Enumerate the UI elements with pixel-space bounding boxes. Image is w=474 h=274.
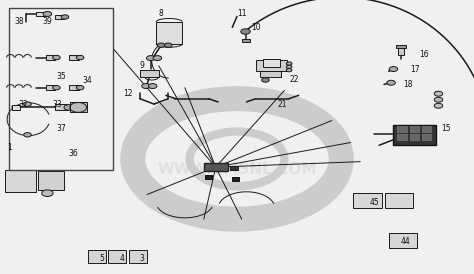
Text: 16: 16 xyxy=(419,50,429,59)
Text: 5: 5 xyxy=(100,254,104,262)
Circle shape xyxy=(157,43,165,47)
Bar xyxy=(55,104,68,110)
Circle shape xyxy=(146,56,155,61)
Bar xyxy=(422,134,431,140)
Bar xyxy=(36,12,46,16)
Circle shape xyxy=(286,65,292,68)
Bar xyxy=(422,126,431,132)
Circle shape xyxy=(389,67,398,72)
Circle shape xyxy=(53,55,60,60)
Text: 11: 11 xyxy=(237,9,246,18)
Bar xyxy=(69,55,79,60)
Circle shape xyxy=(164,43,172,47)
Text: 34: 34 xyxy=(83,76,92,85)
Text: 33: 33 xyxy=(52,100,62,109)
Text: 12: 12 xyxy=(123,89,133,98)
Bar xyxy=(389,233,417,248)
Text: 10: 10 xyxy=(251,23,261,32)
Circle shape xyxy=(24,133,31,137)
Text: 22: 22 xyxy=(289,75,299,84)
Circle shape xyxy=(76,85,84,90)
Bar xyxy=(5,170,36,192)
Bar xyxy=(205,175,212,179)
Bar xyxy=(385,193,413,208)
Text: 18: 18 xyxy=(403,81,412,89)
Bar xyxy=(230,166,238,170)
Bar xyxy=(353,193,382,208)
Text: 15: 15 xyxy=(441,124,450,133)
Bar xyxy=(70,102,87,112)
Bar xyxy=(38,171,64,190)
Bar xyxy=(46,55,55,60)
Circle shape xyxy=(241,29,250,34)
Text: 36: 36 xyxy=(69,149,78,158)
Bar xyxy=(46,85,55,90)
Bar xyxy=(156,22,182,44)
Text: 17: 17 xyxy=(410,65,419,74)
Circle shape xyxy=(61,15,69,19)
Bar xyxy=(129,250,147,263)
Circle shape xyxy=(434,91,443,96)
Bar xyxy=(140,70,159,77)
Text: 38: 38 xyxy=(14,18,24,26)
Bar xyxy=(256,60,287,71)
Circle shape xyxy=(262,78,269,82)
Bar xyxy=(69,85,79,90)
Text: 32: 32 xyxy=(18,100,27,109)
Circle shape xyxy=(387,80,395,85)
Circle shape xyxy=(153,56,162,61)
Circle shape xyxy=(286,62,292,65)
Text: 44: 44 xyxy=(401,237,410,246)
Bar xyxy=(410,126,419,132)
Circle shape xyxy=(286,68,292,72)
Text: 45: 45 xyxy=(370,198,379,207)
Circle shape xyxy=(53,85,60,90)
Text: 4: 4 xyxy=(120,254,125,262)
Bar xyxy=(9,8,113,170)
Circle shape xyxy=(434,97,443,102)
Bar xyxy=(397,134,407,140)
Bar xyxy=(398,48,404,55)
Text: 1: 1 xyxy=(7,144,12,152)
Text: 3: 3 xyxy=(140,254,145,262)
Circle shape xyxy=(148,84,157,89)
Text: 39: 39 xyxy=(43,18,52,26)
Bar xyxy=(393,125,436,145)
Bar xyxy=(396,45,406,48)
Circle shape xyxy=(76,55,84,60)
Bar xyxy=(108,250,126,263)
Text: 21: 21 xyxy=(277,100,287,109)
Bar xyxy=(12,105,20,110)
Text: 9: 9 xyxy=(140,61,145,70)
Circle shape xyxy=(43,12,52,16)
Circle shape xyxy=(42,190,53,196)
Text: 8: 8 xyxy=(159,9,164,18)
Bar xyxy=(263,59,280,67)
Bar xyxy=(242,39,250,42)
Bar xyxy=(204,163,228,171)
Circle shape xyxy=(64,105,73,110)
Circle shape xyxy=(24,102,31,106)
Text: WWW.CMSNL.COM: WWW.CMSNL.COM xyxy=(157,162,317,177)
Circle shape xyxy=(434,103,443,108)
Bar xyxy=(260,71,281,77)
Circle shape xyxy=(142,84,150,89)
Text: 35: 35 xyxy=(57,72,66,81)
Bar xyxy=(397,126,407,132)
Bar xyxy=(232,177,239,181)
Bar xyxy=(88,250,106,263)
Bar xyxy=(55,15,64,19)
Bar xyxy=(410,134,419,140)
Text: 37: 37 xyxy=(57,124,66,133)
